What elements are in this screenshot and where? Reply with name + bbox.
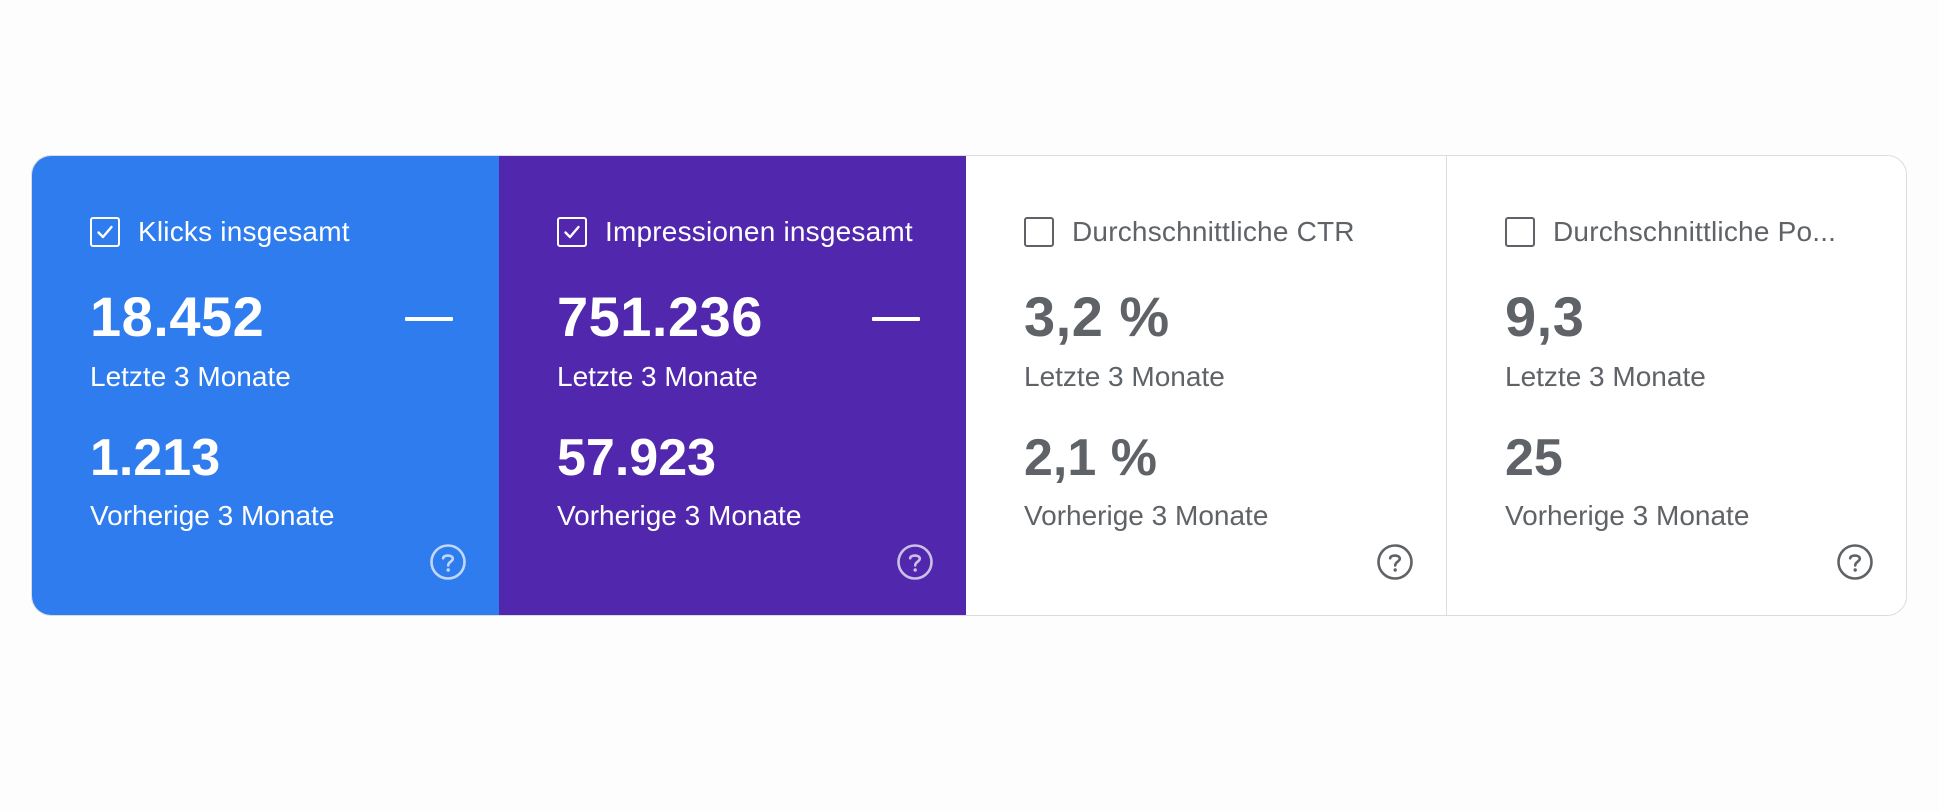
metric-previous-value: 25 — [1505, 429, 1563, 487]
metric-period: Letzte 3 Monate — [1024, 361, 1225, 392]
metric-previous-period: Vorherige 3 Monate — [90, 500, 335, 531]
metric-value: 751.236 — [557, 285, 763, 348]
checkbox-unchecked-icon[interactable] — [1505, 217, 1535, 247]
metric-period: Letzte 3 Monate — [90, 361, 291, 392]
performance-metrics-bar: Klicks insgesamt 18.452 Letzte 3 Monate … — [31, 155, 1907, 616]
metric-previous-value: 1.213 — [90, 429, 221, 487]
help-icon[interactable] — [896, 543, 934, 581]
series-line-legend — [405, 317, 453, 321]
metric-previous-period: Vorherige 3 Monate — [557, 500, 802, 531]
metric-previous-value: 2,1 % — [1024, 429, 1157, 487]
metric-label: Impressionen insgesamt — [605, 216, 913, 247]
checkbox-unchecked-icon[interactable] — [1024, 217, 1054, 247]
metric-value: 18.452 — [90, 285, 265, 348]
metric-card-position[interactable]: Durchschnittliche Po... 9,3 Letzte 3 Mon… — [1447, 156, 1906, 615]
checkbox-checked-icon[interactable] — [557, 217, 587, 247]
metric-header: Durchschnittliche CTR — [1024, 216, 1355, 248]
help-icon[interactable] — [429, 543, 467, 581]
metric-card-ctr[interactable]: Durchschnittliche CTR 3,2 % Letzte 3 Mon… — [966, 156, 1447, 615]
metric-period: Letzte 3 Monate — [557, 361, 758, 392]
metric-label: Durchschnittliche CTR — [1072, 216, 1355, 247]
metric-value: 9,3 — [1505, 285, 1585, 348]
metric-header: Klicks insgesamt — [90, 216, 350, 248]
metric-previous-period: Vorherige 3 Monate — [1505, 500, 1750, 531]
help-icon[interactable] — [1836, 543, 1874, 581]
metric-previous-period: Vorherige 3 Monate — [1024, 500, 1269, 531]
series-line-legend — [872, 317, 920, 321]
checkbox-checked-icon[interactable] — [90, 217, 120, 247]
metric-value: 3,2 % — [1024, 285, 1170, 348]
metric-previous-value: 57.923 — [557, 429, 717, 487]
metric-card-impressions[interactable]: Impressionen insgesamt 751.236 Letzte 3 … — [499, 156, 966, 615]
help-icon[interactable] — [1376, 543, 1414, 581]
metric-header: Impressionen insgesamt — [557, 216, 913, 248]
metric-card-clicks[interactable]: Klicks insgesamt 18.452 Letzte 3 Monate … — [32, 156, 499, 615]
metric-period: Letzte 3 Monate — [1505, 361, 1706, 392]
metric-header: Durchschnittliche Po... — [1505, 216, 1836, 248]
metric-label: Klicks insgesamt — [138, 216, 350, 247]
metric-label: Durchschnittliche Po... — [1553, 216, 1837, 247]
